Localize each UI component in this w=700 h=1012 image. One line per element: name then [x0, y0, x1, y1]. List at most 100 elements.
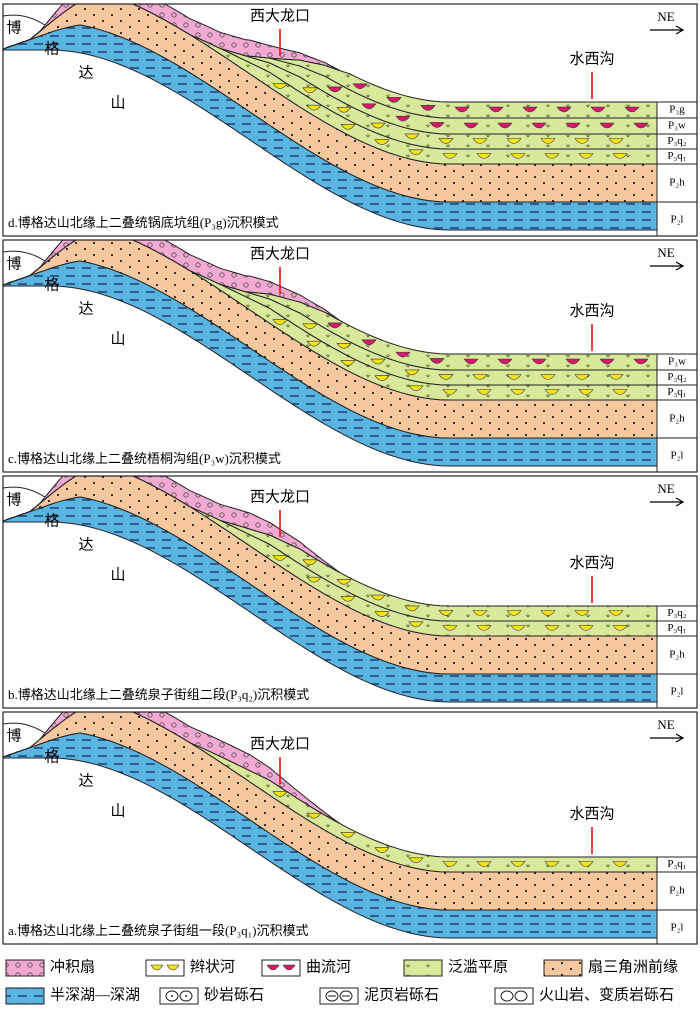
locality: 水西沟 — [569, 50, 614, 67]
channel-lens — [306, 812, 322, 819]
channel-lens — [272, 791, 288, 797]
channel-lens — [395, 351, 411, 358]
channel-lens — [302, 559, 318, 566]
caption-bg — [5, 685, 313, 703]
channel-lens — [544, 625, 560, 631]
channel-lens — [386, 97, 402, 103]
channel-lens — [370, 122, 386, 129]
locality: 水西沟 — [569, 805, 614, 822]
channel-lens — [624, 106, 640, 113]
legend-label: 曲流河 — [306, 958, 351, 975]
channel-lens — [497, 122, 513, 129]
channel-lens — [408, 857, 424, 864]
channel-lens — [327, 86, 343, 93]
mountain-outline — [3, 722, 46, 734]
channel-lens — [510, 625, 526, 631]
legend-lens — [282, 964, 296, 971]
channel-lens — [612, 861, 628, 867]
north-arrow — [650, 497, 685, 507]
layer-label: P₂l — [670, 214, 683, 226]
legend-label: 泥页岩砾石 — [364, 986, 439, 1003]
caption: b.博格达山北缘上二叠统泉子街组二段(P₃q₂)沉积模式 — [8, 687, 309, 702]
channel-lens — [565, 122, 581, 129]
channel-lens — [463, 122, 479, 129]
channel-lens — [429, 358, 445, 364]
place-name: 山 — [110, 802, 125, 819]
channel-lens — [306, 340, 322, 347]
layer-label: P₃g — [669, 104, 685, 116]
channel-lens — [574, 610, 590, 616]
channel-lens — [540, 374, 556, 380]
layer-label: P₃q₁ — [667, 386, 686, 398]
channel-lens — [578, 625, 594, 631]
channel-lens — [531, 122, 547, 129]
channel-lens — [612, 153, 628, 159]
layer-label: P₂h — [669, 177, 685, 189]
channel-lens — [352, 83, 368, 90]
layer-label: P₃q₂ — [667, 371, 686, 383]
legend-swatch — [261, 959, 301, 977]
layer-label: P₃q₂ — [667, 607, 686, 619]
north-arrow-label: NE — [657, 481, 674, 496]
locality: 西大龙口 — [250, 488, 310, 505]
channel-lens — [340, 360, 356, 366]
strata: P₂l P₂h P₃q₁ P₃q₂ P₃w P₃g — [3, 4, 697, 236]
channel-lens — [476, 389, 492, 395]
legend-clast — [165, 990, 179, 1002]
channel-lens — [374, 375, 390, 381]
caption-bg — [5, 921, 312, 939]
layer-label: P₂h — [669, 649, 685, 661]
channel-lens — [574, 138, 590, 144]
place-name: 达 — [78, 64, 93, 81]
alluvial-fan — [39, 476, 341, 574]
channel-lens — [404, 133, 420, 140]
layer-label: P₂h — [669, 413, 685, 425]
channel-lens — [272, 319, 288, 325]
legend-clast-dot — [171, 995, 173, 997]
north-arrow — [650, 261, 685, 271]
legend-lens — [150, 964, 164, 971]
channel-lens — [506, 610, 522, 616]
panel-border — [2, 239, 698, 473]
locality: 水西沟 — [569, 554, 614, 571]
channel-lens — [442, 389, 458, 395]
legend-label: 冲积扇 — [50, 958, 95, 975]
legend-swatch — [494, 987, 534, 1005]
layer-label: P₃q₁ — [667, 150, 686, 162]
channel-lens — [336, 106, 352, 113]
alluvial-fan — [39, 240, 341, 322]
place-name: 山 — [110, 94, 125, 111]
strata: P₂l P₂h P₃q₁ P₃q₂ P₃w — [3, 240, 697, 472]
north-arrow — [650, 25, 685, 35]
caption: a.博格达山北缘上二叠统泉子街组一段(P₃q₁)沉积模式 — [8, 923, 308, 938]
locality: 西大龙口 — [250, 7, 310, 24]
legend-swatch — [543, 959, 583, 977]
channel-lens — [608, 374, 624, 380]
channel-lens — [302, 87, 318, 94]
legend-clast — [500, 990, 514, 1002]
alluvial-fan — [39, 712, 341, 825]
legend-lens — [266, 964, 280, 971]
channel-lens — [302, 323, 318, 330]
place-name: 格 — [44, 40, 59, 57]
place-name: 博 — [6, 255, 21, 272]
channel-lens — [556, 106, 572, 113]
locality: 西大龙口 — [250, 245, 310, 262]
channel-lens — [370, 358, 386, 365]
place-name: 博 — [6, 19, 21, 36]
strata: P₂l P₂h P₃q₁ P₃q₂ — [3, 476, 697, 708]
north-arrow-label: NE — [657, 245, 674, 260]
layer-label: P₃w — [668, 356, 686, 368]
channel-lens — [633, 122, 649, 129]
legend-swatch — [5, 959, 45, 977]
layer-label: P₂l — [670, 450, 683, 462]
channel-lens — [327, 322, 343, 329]
caption-bg — [5, 449, 284, 467]
channel-lens — [408, 149, 424, 156]
channel-lens — [633, 358, 649, 365]
legend-clast-dot — [185, 995, 187, 997]
channel-lens — [463, 358, 479, 365]
channel-lens — [540, 610, 556, 616]
channel-lens — [531, 358, 547, 365]
